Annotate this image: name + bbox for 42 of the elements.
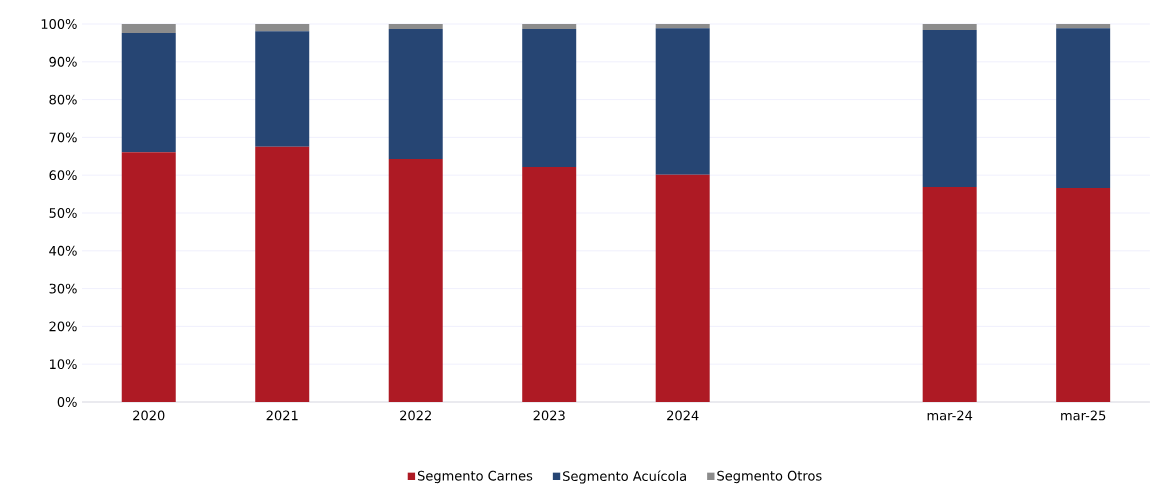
legend-label: Segmento Acuícola bbox=[563, 470, 686, 484]
bar bbox=[522, 28, 577, 167]
bar bbox=[255, 24, 310, 32]
y-tick-label: 70% bbox=[49, 132, 77, 143]
legend-label: Segmento Carnes bbox=[417, 470, 533, 484]
x-tick-label: 2024 bbox=[667, 410, 699, 421]
legend-label: Segmento Otros bbox=[717, 470, 822, 484]
bar bbox=[655, 174, 710, 402]
y-tick-label: 50% bbox=[49, 208, 77, 218]
bar bbox=[1056, 188, 1111, 402]
y-tick-label: 0% bbox=[57, 397, 77, 407]
x-tick-label: 2021 bbox=[266, 410, 298, 421]
bar bbox=[922, 30, 977, 187]
bar bbox=[522, 166, 577, 402]
bar bbox=[388, 28, 443, 159]
y-tick-label: 20% bbox=[49, 321, 77, 332]
bar bbox=[1056, 28, 1111, 189]
y-tick-label: 100% bbox=[41, 19, 77, 29]
x-tick-label: 2020 bbox=[133, 410, 165, 421]
bar bbox=[121, 152, 176, 402]
bar bbox=[255, 31, 310, 147]
bar bbox=[522, 24, 577, 29]
x-tick-label: mar-25 bbox=[1061, 410, 1106, 421]
y-tick-label: 60% bbox=[49, 170, 77, 181]
bar bbox=[388, 158, 443, 402]
x-tick-label: mar-24 bbox=[927, 410, 973, 421]
bar bbox=[121, 24, 176, 34]
x-tick-label: 2023 bbox=[533, 410, 565, 421]
bar bbox=[388, 24, 443, 29]
y-tick-label: 40% bbox=[49, 245, 77, 256]
y-tick-label: 30% bbox=[49, 283, 77, 294]
y-tick-label: 10% bbox=[49, 359, 77, 370]
x-tick-label: 2022 bbox=[400, 410, 431, 421]
bar bbox=[121, 33, 176, 153]
bar bbox=[1056, 24, 1111, 29]
y-tick-label: 80% bbox=[49, 94, 77, 105]
bar bbox=[255, 146, 310, 402]
bar bbox=[922, 24, 977, 31]
bar bbox=[655, 28, 710, 175]
bar bbox=[655, 24, 710, 29]
y-tick-label: 90% bbox=[49, 56, 77, 67]
bar bbox=[922, 186, 977, 402]
